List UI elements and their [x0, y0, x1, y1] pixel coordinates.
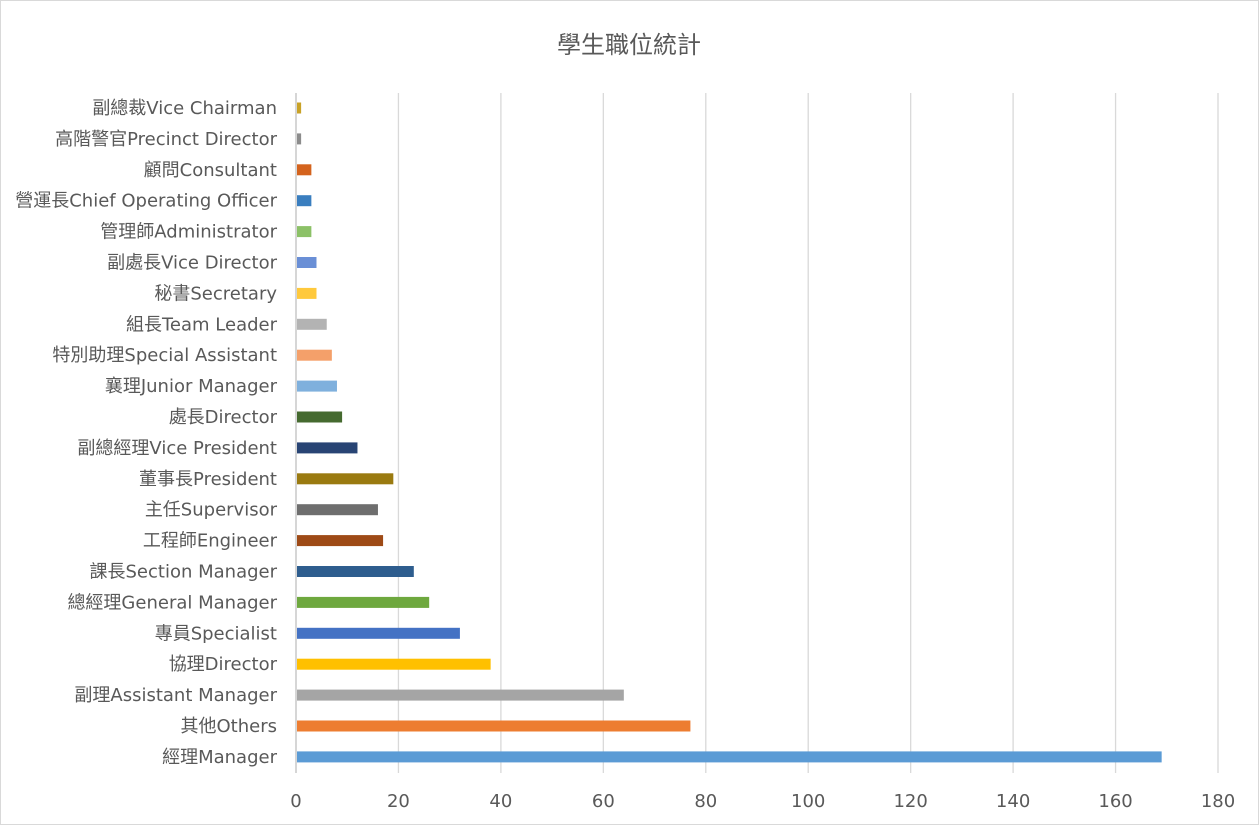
x-tick-label: 120 [893, 791, 927, 812]
bar [297, 287, 317, 299]
category-label: 其他Others [181, 716, 278, 737]
category-label: 特別助理Special Assistant [52, 345, 277, 366]
bar [297, 257, 317, 268]
bar [297, 689, 624, 701]
x-tick-label: 100 [791, 791, 825, 812]
category-labels: 副總裁Vice Chairman 高階警官Precinct Director 顧問C… [15, 98, 277, 768]
x-axis-tick-labels: 0 20 40 60 80 100 120 140 160 180 [290, 791, 1235, 812]
chart-title: 學生職位統計 [557, 31, 701, 59]
x-tick-label: 0 [290, 791, 301, 812]
bar [297, 411, 343, 423]
x-tick-label: 180 [1201, 791, 1235, 812]
category-label: 顧問Consultant [144, 160, 277, 181]
bar [297, 751, 1162, 763]
bar [297, 658, 491, 670]
category-label: 副處長Vice Director [107, 253, 278, 274]
category-label: 秘書Secretary [154, 283, 277, 304]
bar [297, 102, 302, 114]
bar [297, 133, 302, 145]
category-label: 董事長President [139, 469, 277, 490]
category-label: 主任Supervisor [145, 500, 278, 521]
bar [297, 380, 337, 392]
x-tick-label: 80 [694, 791, 717, 812]
bars [297, 102, 1162, 763]
bar [297, 195, 312, 207]
category-label: 營運長Chief Operating Officer [15, 191, 277, 212]
category-label: 副總經理Vice President [77, 438, 277, 459]
bar [297, 566, 414, 577]
bar [297, 627, 460, 639]
x-tick-label: 140 [996, 791, 1030, 812]
bar [297, 596, 430, 608]
bar [297, 535, 384, 547]
bar [297, 442, 358, 454]
category-label: 襄理Junior Manager [105, 376, 278, 397]
category-label: 總經理General Manager [67, 592, 277, 613]
category-label: 組長Team Leader [126, 314, 278, 335]
category-label: 處長Director [169, 407, 278, 428]
bar [297, 318, 327, 330]
category-label: 管理師Administrator [100, 222, 277, 243]
x-tick-label: 160 [1098, 791, 1132, 812]
bar [297, 226, 312, 238]
bar [297, 473, 394, 485]
bar [297, 720, 691, 732]
category-label: 副總裁Vice Chairman [92, 98, 277, 119]
x-tick-label: 40 [489, 791, 512, 812]
x-tick-label: 20 [387, 791, 410, 812]
bar [297, 504, 378, 516]
bar [297, 164, 312, 176]
category-label: 協理Director [169, 654, 278, 675]
category-label: 高階警官Precinct Director [55, 129, 278, 150]
category-label: 副理Assistant Manager [74, 685, 277, 706]
category-label: 專員Specialist [155, 623, 277, 644]
category-label: 經理Manager [162, 747, 277, 768]
x-tick-label: 60 [592, 791, 615, 812]
bar [297, 349, 332, 361]
category-label: 課長Section Manager [90, 562, 278, 583]
category-label: 工程師Engineer [143, 531, 278, 552]
gridlines [295, 93, 1219, 773]
